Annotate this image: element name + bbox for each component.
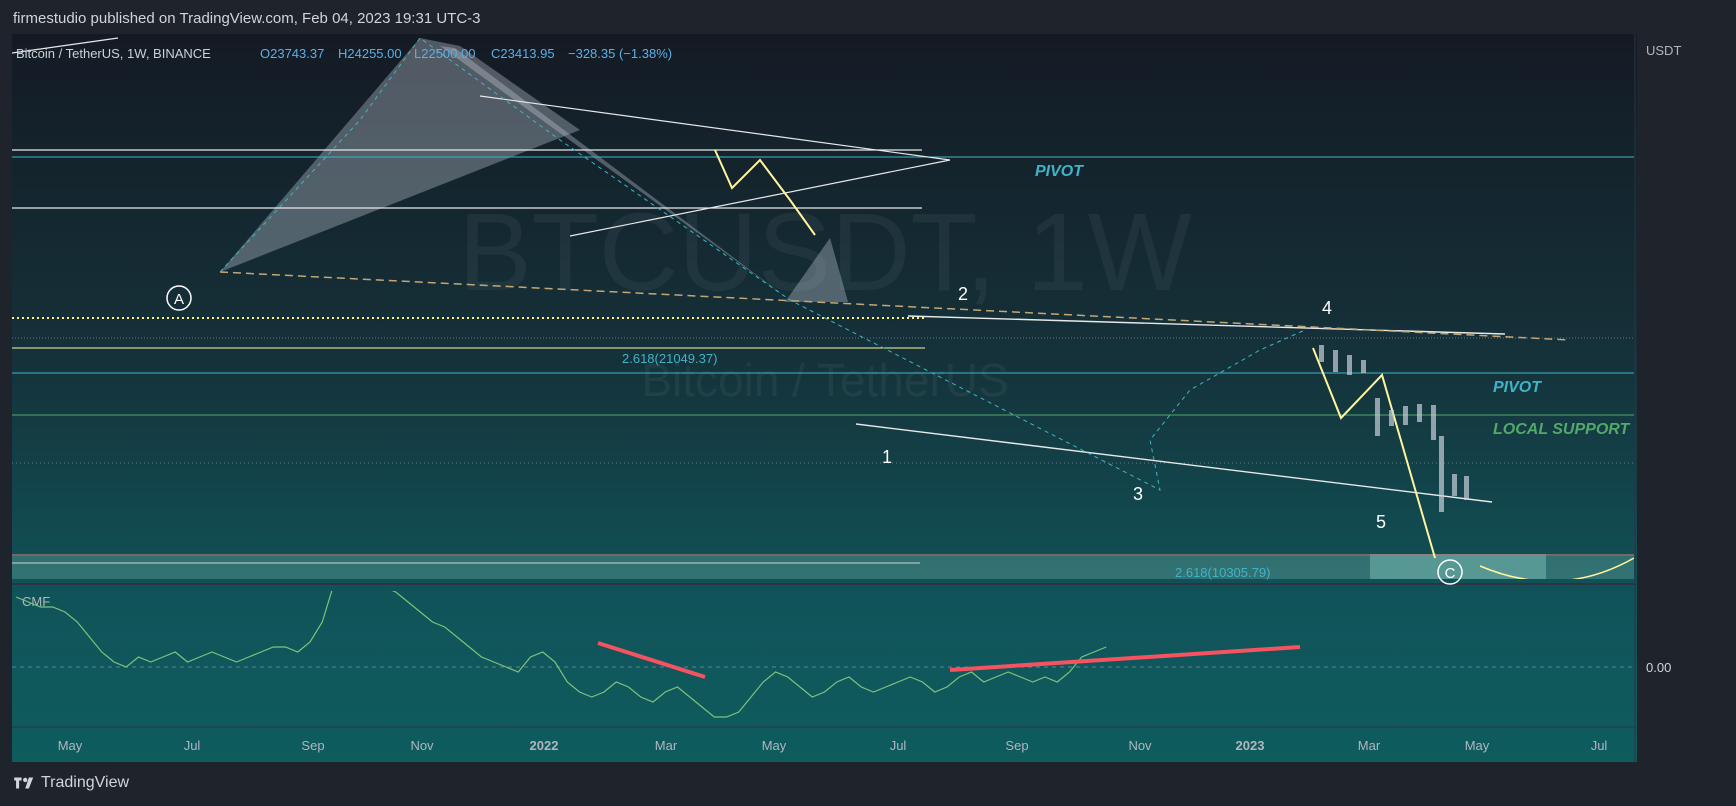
target-zone bbox=[12, 554, 1634, 579]
time-tick: 2023 bbox=[1236, 738, 1265, 753]
wedge-upper-2021 bbox=[479, 95, 951, 161]
cmf-zero-label: 0.00 bbox=[1646, 660, 1671, 675]
time-tick: Nov bbox=[1128, 738, 1152, 753]
price-axis[interactable]: USDT 56000.0048000.0040000.0035000.00290… bbox=[1592, 0, 1708, 58]
wave-1-label: 1 bbox=[882, 447, 892, 467]
projected-candle bbox=[1347, 355, 1352, 375]
tan-dashed-line bbox=[219, 271, 1571, 341]
wedge-lower-2021 bbox=[569, 159, 951, 237]
watermark-name: Bitcoin / TetherUS bbox=[641, 354, 1008, 406]
harmonic-triangle-left bbox=[220, 38, 580, 272]
annotation-pivot-low: PIVOT bbox=[1493, 379, 1542, 396]
symbol-name[interactable]: Bitcoin / TetherUS, 1W, BINANCE bbox=[16, 46, 211, 61]
ghost-candles bbox=[1319, 345, 1469, 512]
target-zone-highlight bbox=[1370, 554, 1546, 579]
tradingview-brand[interactable]: TradingView bbox=[13, 774, 129, 792]
projected-candle bbox=[1431, 405, 1436, 440]
ohlc-open: O23743.37 bbox=[260, 46, 324, 61]
projection-2023 bbox=[1312, 347, 1436, 559]
wave-2-label: 2 bbox=[958, 284, 968, 304]
brand-label: TradingView bbox=[41, 774, 130, 791]
cmf-line bbox=[15, 591, 1107, 718]
annotation-pivot-high: PIVOT bbox=[1035, 163, 1084, 180]
svg-text:A: A bbox=[174, 291, 184, 308]
projected-candle bbox=[1375, 398, 1380, 436]
wave-3-label: 3 bbox=[1133, 484, 1143, 504]
time-tick: Mar bbox=[1358, 738, 1381, 753]
projected-candle bbox=[1439, 436, 1444, 512]
publisher-header: firmestudio published on TradingView.com… bbox=[13, 10, 481, 27]
harmonic-triangle-right bbox=[440, 46, 790, 300]
symbol-bar: Bitcoin / TetherUS, 1W, BINANCE O23743.3… bbox=[16, 46, 672, 61]
projected-candle bbox=[1452, 474, 1457, 496]
annotation-fib-low: 2.618(10305.79) bbox=[1175, 565, 1270, 580]
projected-candle bbox=[1417, 404, 1422, 422]
cmf-pane[interactable]: CMF 0.00 bbox=[12, 572, 1671, 718]
svg-text:C: C bbox=[1445, 565, 1456, 582]
wave-5-label: 5 bbox=[1376, 512, 1386, 532]
projected-candle bbox=[1333, 350, 1338, 372]
divergence-line-bullish bbox=[949, 645, 1301, 672]
projected-candle bbox=[1403, 406, 1408, 425]
watermark-symbol: BTCUSDT, 1W bbox=[458, 191, 1192, 314]
annotation-local-support: LOCAL SUPPORT bbox=[1493, 421, 1631, 438]
time-tick: May bbox=[762, 738, 787, 753]
price-axis-unit: USDT bbox=[1646, 43, 1681, 58]
time-tick: May bbox=[1465, 738, 1490, 753]
projected-candle bbox=[1464, 476, 1469, 500]
wave-a-marker: A bbox=[166, 285, 192, 311]
wave-c-marker: C bbox=[1437, 559, 1463, 585]
time-tick: Jul bbox=[184, 738, 201, 753]
projection-2022 bbox=[714, 149, 816, 236]
ohlc-low: L22500.00 bbox=[414, 46, 475, 61]
chart-frame[interactable] bbox=[12, 34, 1637, 762]
ohlc-change: −328.35 (−1.38%) bbox=[568, 46, 672, 61]
time-tick: Nov bbox=[410, 738, 434, 753]
divergence-line-bearish bbox=[597, 641, 706, 679]
time-tick: May bbox=[58, 738, 83, 753]
time-tick: Mar bbox=[655, 738, 678, 753]
wave-4-label: 4 bbox=[1322, 298, 1332, 318]
time-axis[interactable]: May Jul Sep Nov 2022 Mar May Jul Sep Nov 2023 Mar Ma… bbox=[58, 738, 1608, 753]
svg-text:0.00: 0.00 bbox=[1646, 660, 1671, 675]
harmonic-triangle-small bbox=[785, 238, 848, 302]
drawings-layer bbox=[12, 37, 1634, 579]
start-line bbox=[12, 37, 119, 54]
time-tick: Sep bbox=[1005, 738, 1028, 753]
time-tick: Jul bbox=[1591, 738, 1608, 753]
projected-candle bbox=[1389, 410, 1394, 426]
time-tick: 2022 bbox=[530, 738, 559, 753]
time-tick: Jul bbox=[890, 738, 907, 753]
time-tick: Sep bbox=[301, 738, 324, 753]
ohlc-close: C23413.95 bbox=[491, 46, 555, 61]
projection-arc bbox=[1479, 557, 1634, 579]
annotation-fib-high: 2.618(21049.37) bbox=[622, 351, 717, 366]
channel-top-2022 bbox=[907, 315, 1506, 335]
cmf-title: CMF bbox=[22, 594, 50, 609]
tradingview-logo-icon bbox=[14, 777, 34, 789]
cyan-dashed-wave bbox=[219, 37, 1306, 491]
projected-candle bbox=[1361, 360, 1366, 373]
projected-candle bbox=[1319, 345, 1324, 362]
channel-bottom-2022 bbox=[855, 423, 1493, 503]
ohlc-high: H24255.00 bbox=[338, 46, 402, 61]
